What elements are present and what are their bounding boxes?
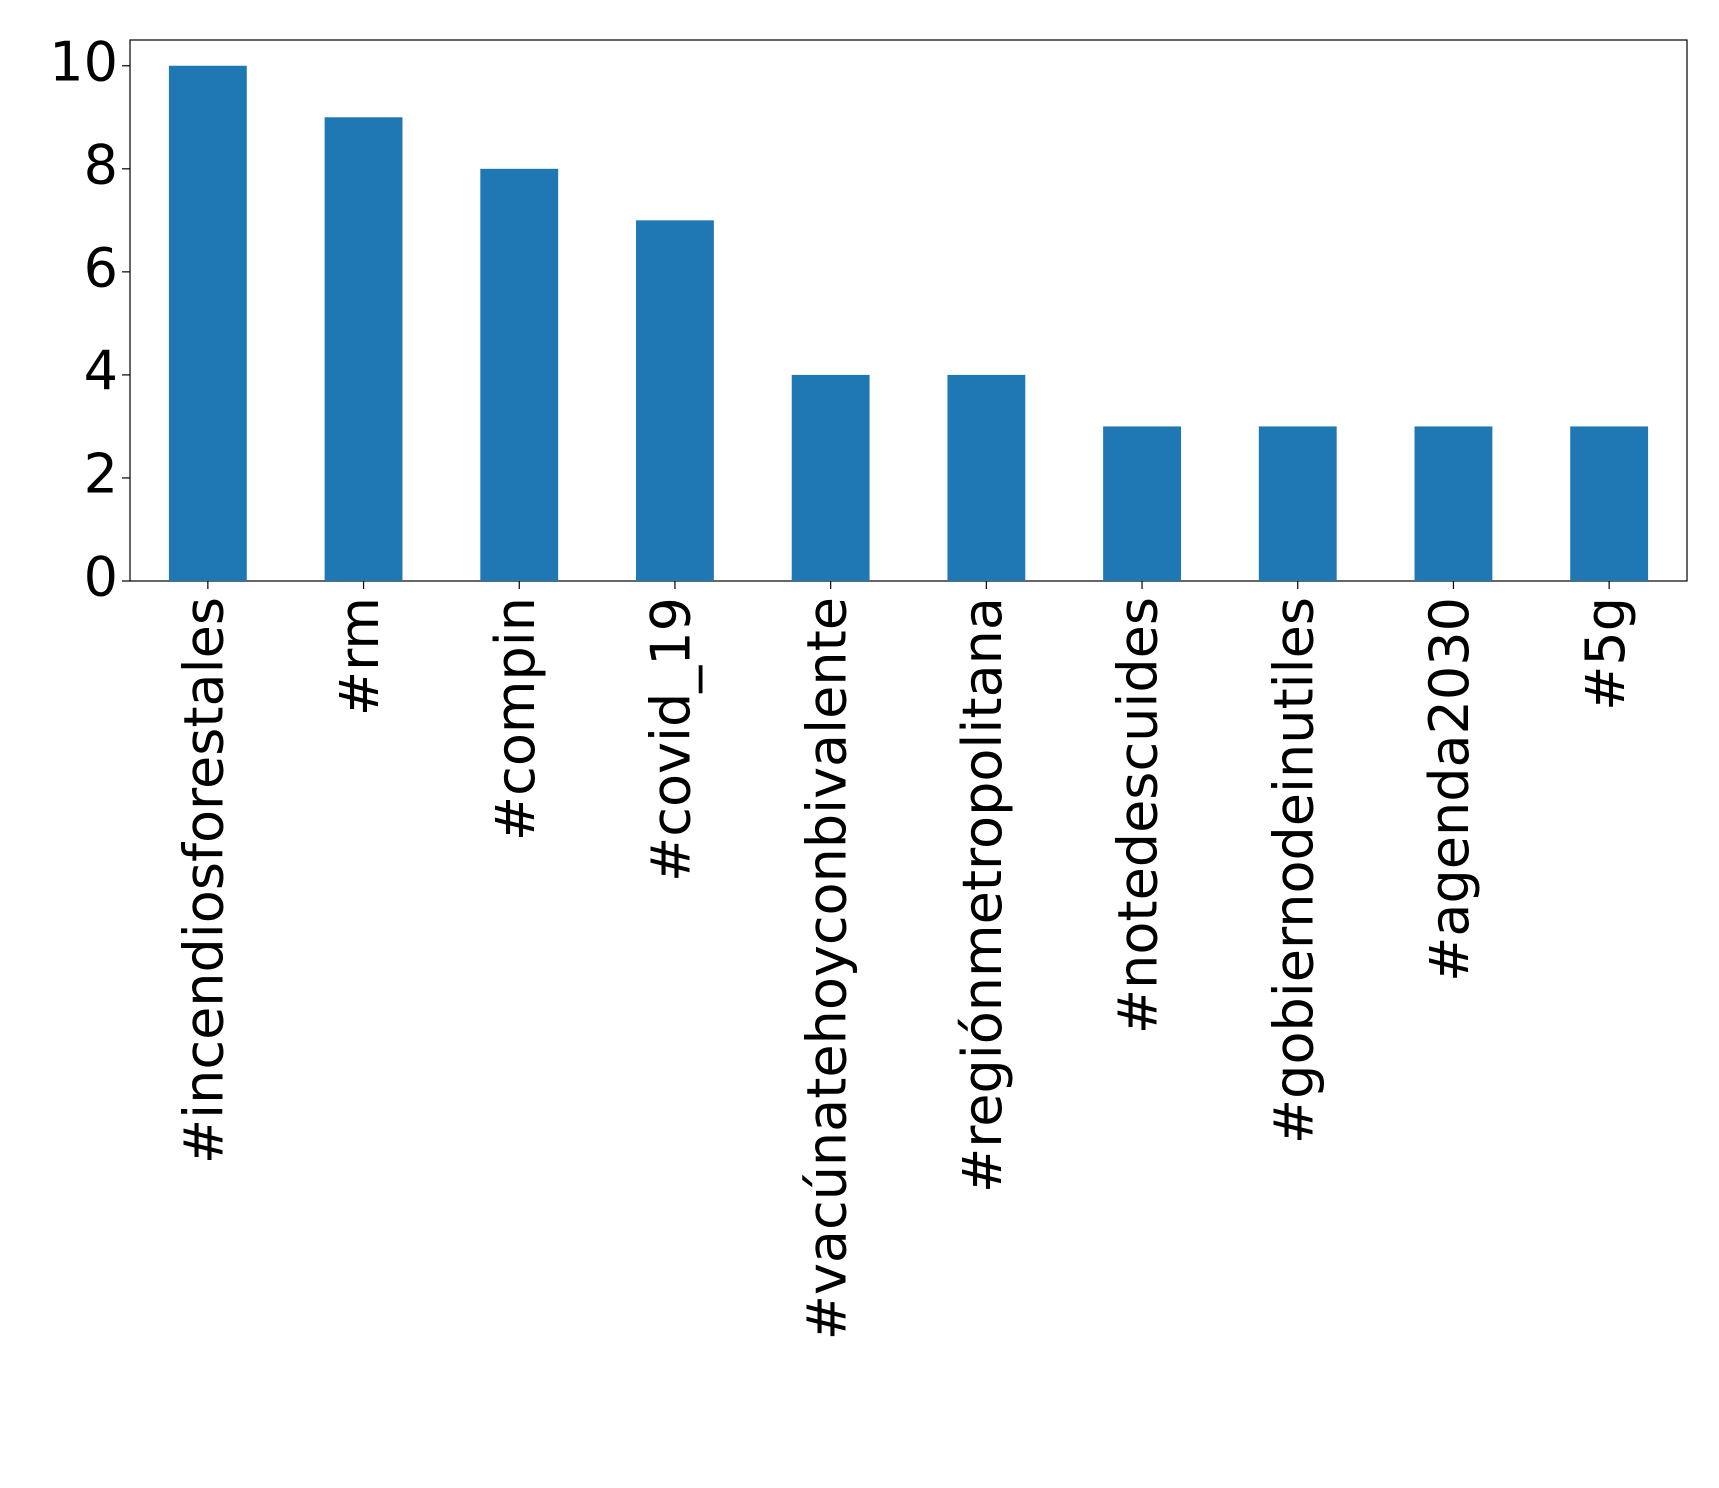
bar xyxy=(480,168,559,582)
x-tick-label: #notedescuides xyxy=(1107,597,1170,1034)
x-tick-label: #covid_19 xyxy=(640,597,703,882)
x-tick-label: #vacúnatehoyconbivalente xyxy=(795,597,858,1340)
x-tick-label: #incendiosforestales xyxy=(172,597,235,1164)
y-tick-label: 6 xyxy=(84,236,118,299)
bar xyxy=(324,117,403,582)
bar xyxy=(791,374,870,581)
bar xyxy=(1414,426,1493,581)
y-tick-label: 2 xyxy=(84,443,118,506)
y-tick-label: 0 xyxy=(84,546,118,609)
y-tick-label: 10 xyxy=(49,30,118,93)
bar xyxy=(1258,426,1337,581)
x-tick-label: #gobiernodeinutiles xyxy=(1262,597,1325,1144)
bar xyxy=(947,374,1026,581)
bar xyxy=(1570,426,1649,581)
y-tick-label: 4 xyxy=(84,340,118,403)
bar xyxy=(636,220,714,582)
plot-frame xyxy=(129,39,1688,582)
bar xyxy=(168,65,247,581)
x-tick-label: #5g xyxy=(1574,597,1637,711)
bar xyxy=(1103,426,1181,581)
x-tick-label: #compin xyxy=(484,597,547,841)
x-tick-label: #agenda2030 xyxy=(1418,597,1481,982)
x-tick-label: #regiónmetropolitana xyxy=(951,597,1014,1193)
y-tick-label: 8 xyxy=(84,133,118,196)
x-tick-label: #rm xyxy=(328,597,391,716)
